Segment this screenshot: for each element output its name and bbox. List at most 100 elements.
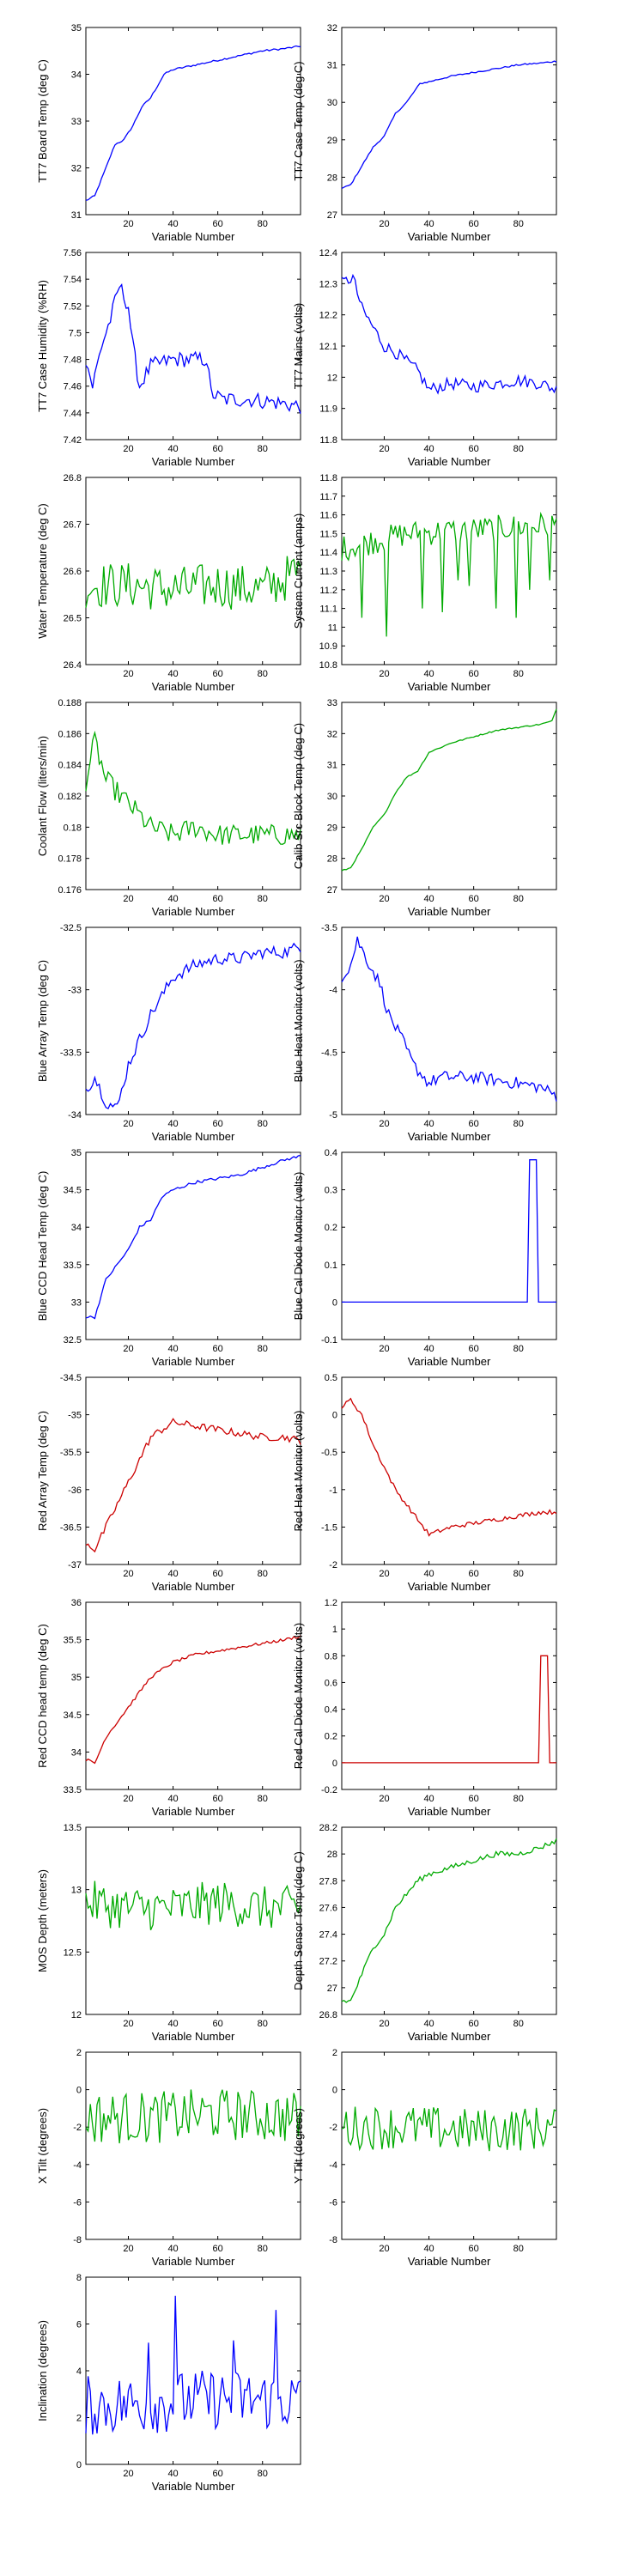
x-tick-label: 20 [123,219,133,229]
plot-frame [341,702,557,890]
series-line [341,936,557,1102]
plot-frame [85,2276,301,2465]
y-tick-label: 32 [327,729,337,739]
x-tick-label: 60 [213,894,223,904]
series-line [341,2106,557,2152]
plot-frame [85,927,301,1115]
x-tick-label: 60 [469,894,479,904]
y-tick-label: 4 [76,2366,82,2377]
y-tick-label: 31 [327,61,337,71]
x-tick-label: 20 [379,894,389,904]
x-tick-label: 80 [513,1119,524,1129]
series-line [341,273,557,395]
chart-panel: 7.42 7.44 7.46 7.48 7.5 7.52 7.54 7.56 20 40 60 80 V… [36,248,301,468]
y-tick-label: -2 [329,2123,337,2133]
x-tick-label: 60 [469,1344,479,1354]
y-tick-label: 0 [76,2460,82,2470]
y-tick-label: 6 [76,2320,82,2330]
y-tick-label: 0.8 [325,1651,337,1662]
x-tick-label: 60 [213,1794,223,1804]
chart-panel: 26.8 27 27.2 27.4 27.6 27.8 28 28.2 20 40 60 80 Vari… [292,1823,557,2043]
x-tick-label: 20 [379,1794,389,1804]
x-tick-label: 40 [423,219,434,229]
y-tick-label: -35 [68,1411,82,1421]
y-tick-label: 0.188 [58,698,82,708]
x-axis-label: Variable Number [152,1580,235,1593]
chart-panel: 10.8 10.9 11 11.1 11.2 11.3 11.4 11.5 11.6 11.7 11… [292,473,557,693]
x-axis-label: Variable Number [408,230,491,243]
y-tick-label: -3.5 [321,923,337,933]
x-tick-label: 20 [123,2244,133,2254]
y-tick-label: 8 [76,2273,82,2283]
x-axis-label: Variable Number [408,680,491,693]
plot-frame [341,2051,557,2240]
y-tick-label: -4 [329,986,337,996]
y-tick-label: 0.184 [58,761,82,771]
x-tick-label: 80 [513,1344,524,1354]
y-tick-label: -32.5 [60,923,82,933]
chart-panel: -5 -4.5 -4 -3.5 20 40 60 80 Variable Number Blue … [292,923,557,1143]
x-tick-label: 40 [423,669,434,679]
y-tick-label: 34 [71,70,82,81]
x-tick-label: 20 [379,219,389,229]
y-tick-label: 11.3 [319,567,337,577]
x-tick-label: 80 [258,669,268,679]
chart-panel: -2 -1.5 -1 -0.5 0 0.5 20 40 60 80 Variable Number R… [292,1373,557,1593]
plot-frame [341,27,557,216]
y-tick-label: -34 [68,1110,82,1121]
y-tick-label: 35 [71,23,82,33]
y-tick-label: 7.46 [64,382,82,392]
y-tick-label: 31 [71,210,82,221]
x-tick-label: 40 [423,1794,434,1804]
y-tick-label: 12.5 [64,1947,82,1958]
x-tick-label: 60 [213,219,223,229]
y-tick-label: 32.5 [64,1335,82,1346]
y-tick-label: 0 [332,1759,337,1769]
y-tick-label: -4 [329,2160,337,2171]
y-axis-label: X Tilt (degrees) [36,2108,49,2184]
y-tick-label: 0.2 [325,1732,337,1742]
y-tick-label: -0.1 [321,1335,337,1346]
chart-panel: -8 -6 -4 -2 0 2 20 40 60 80 Variable Number X Tilt … [36,2048,301,2268]
y-axis-label: TT7 Mains (volts) [292,303,305,389]
x-tick-label: 60 [469,1119,479,1129]
chart-panel: -0.1 0 0.1 0.2 0.3 0.4 20 40 60 80 Variable Number… [292,1148,557,1368]
y-axis-label: System Current (amps) [292,513,305,629]
y-axis-label: Red Array Temp (deg C) [36,1411,49,1531]
chart-panel: 32.5 33 33.5 34 34.5 35 20 40 60 80 Variable Numbe… [36,1148,301,1368]
x-tick-label: 80 [513,2019,524,2029]
y-tick-label: 26.8 [64,473,82,483]
x-tick-label: 40 [423,444,434,454]
x-tick-label: 40 [167,2244,178,2254]
y-tick-label: 11.1 [319,605,337,615]
x-tick-label: 60 [213,444,223,454]
y-tick-label: -0.2 [321,1785,337,1795]
y-tick-label: 10.9 [319,641,337,652]
y-tick-label: 10.8 [319,660,337,671]
y-axis-label: Blue Array Temp (deg C) [36,960,49,1082]
x-tick-label: 60 [213,1119,223,1129]
y-tick-label: 26.7 [64,520,82,531]
series-line [85,2089,301,2144]
x-tick-label: 60 [213,1569,223,1579]
y-tick-label: 27 [327,885,337,896]
x-tick-label: 60 [469,444,479,454]
y-tick-label: 32 [71,164,82,174]
y-tick-label: 29 [327,823,337,833]
chart-panel: 11.8 11.9 12 12.1 12.2 12.3 12.4 20 40 60 80 Variab… [292,248,557,468]
x-tick-label: 20 [379,444,389,454]
y-tick-label: 27.8 [319,1876,337,1886]
x-axis-label: Variable Number [152,1805,235,1818]
x-axis-label: Variable Number [152,2480,235,2493]
y-tick-label: 0.4 [325,1148,337,1158]
y-axis-label: Y Tilt (degrees) [292,2108,305,2184]
x-tick-label: 80 [513,1794,524,1804]
series-line [85,942,301,1109]
x-tick-label: 40 [423,1119,434,1129]
x-tick-label: 80 [258,1794,268,1804]
chart-panel: -8 -6 -4 -2 0 2 20 40 60 80 Variable Number Y Tilt … [292,2048,557,2268]
y-axis-label: Water Temperature (deg C) [36,503,49,639]
y-tick-label: 13 [71,1886,82,1896]
y-tick-label: 33 [71,117,82,127]
